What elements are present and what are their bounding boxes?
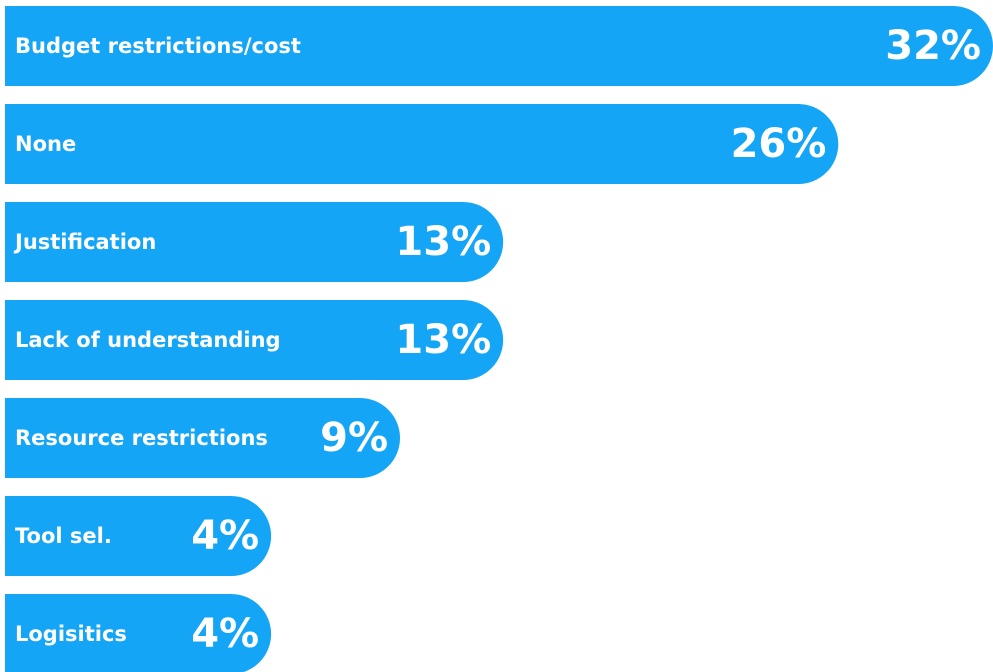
bar: [5, 496, 272, 576]
bar: [5, 300, 504, 380]
bar: [5, 6, 993, 86]
value-label: 13%: [395, 317, 491, 363]
category-label: None: [15, 132, 76, 156]
value-label: 4%: [191, 513, 259, 559]
category-label: Logisitics: [15, 622, 127, 646]
bar: [5, 202, 504, 282]
category-label: Budget restrictions/cost: [15, 34, 301, 58]
value-label: 4%: [191, 611, 259, 657]
category-label: Tool sel.: [15, 524, 112, 548]
bar: [5, 594, 272, 672]
category-label: Resource restrictions: [15, 426, 268, 450]
value-label: 9%: [320, 415, 388, 461]
value-label: 32%: [885, 23, 981, 69]
category-label: Lack of understanding: [15, 328, 281, 352]
bar: [5, 398, 401, 478]
value-label: 26%: [731, 121, 827, 167]
bar: [5, 104, 839, 184]
value-label: 13%: [395, 219, 491, 265]
category-label: Justification: [13, 230, 156, 254]
